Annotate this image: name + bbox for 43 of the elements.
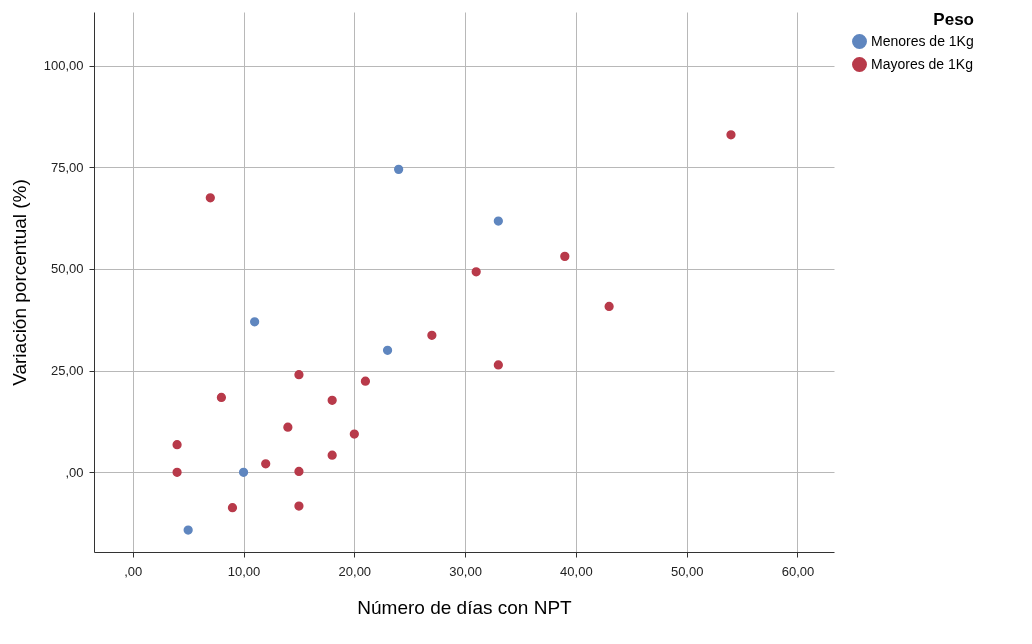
point [427, 330, 437, 340]
x-axis-title: Número de días con NPT [357, 596, 573, 618]
point [250, 317, 260, 327]
point [294, 370, 304, 380]
legend-title: Peso [933, 10, 974, 29]
y-tick-label: 25,00 [50, 363, 84, 379]
point [471, 267, 481, 277]
y-axis-title: Variación porcentual (%) [8, 179, 30, 386]
y-tick-label: 75,00 [50, 159, 84, 175]
y-tick-label: ,00 [65, 464, 84, 480]
point [227, 503, 238, 513]
point [493, 360, 503, 370]
point [327, 450, 337, 460]
point [294, 466, 304, 477]
point [493, 216, 503, 226]
point [382, 345, 393, 355]
point [205, 193, 215, 203]
x-tick-label: 30,00 [449, 563, 482, 579]
point [604, 301, 614, 312]
point [261, 459, 271, 469]
y-tick-label: 100,00 [43, 58, 84, 74]
y-tick-label: 50,00 [50, 261, 84, 277]
point [238, 467, 249, 477]
point [360, 376, 371, 386]
point [394, 164, 404, 174]
x-tick-label: 10,00 [227, 563, 261, 579]
point [216, 392, 227, 403]
point [172, 467, 182, 477]
legend-label: Menores de 1Kg [871, 32, 974, 49]
x-tick-label: 50,00 [670, 563, 704, 579]
x-tick-label: ,00 [124, 563, 143, 579]
point [349, 429, 359, 439]
point [294, 501, 304, 511]
point [183, 525, 193, 535]
x-tick-label: 20,00 [338, 563, 372, 579]
point [283, 422, 293, 432]
legend-label: Mayores de 1Kg [871, 55, 973, 72]
x-tick-label: 60,00 [781, 563, 815, 579]
point [172, 440, 182, 450]
x-tick-label: 40,00 [560, 563, 593, 579]
point [327, 395, 337, 405]
point [726, 130, 736, 140]
point [560, 251, 570, 261]
